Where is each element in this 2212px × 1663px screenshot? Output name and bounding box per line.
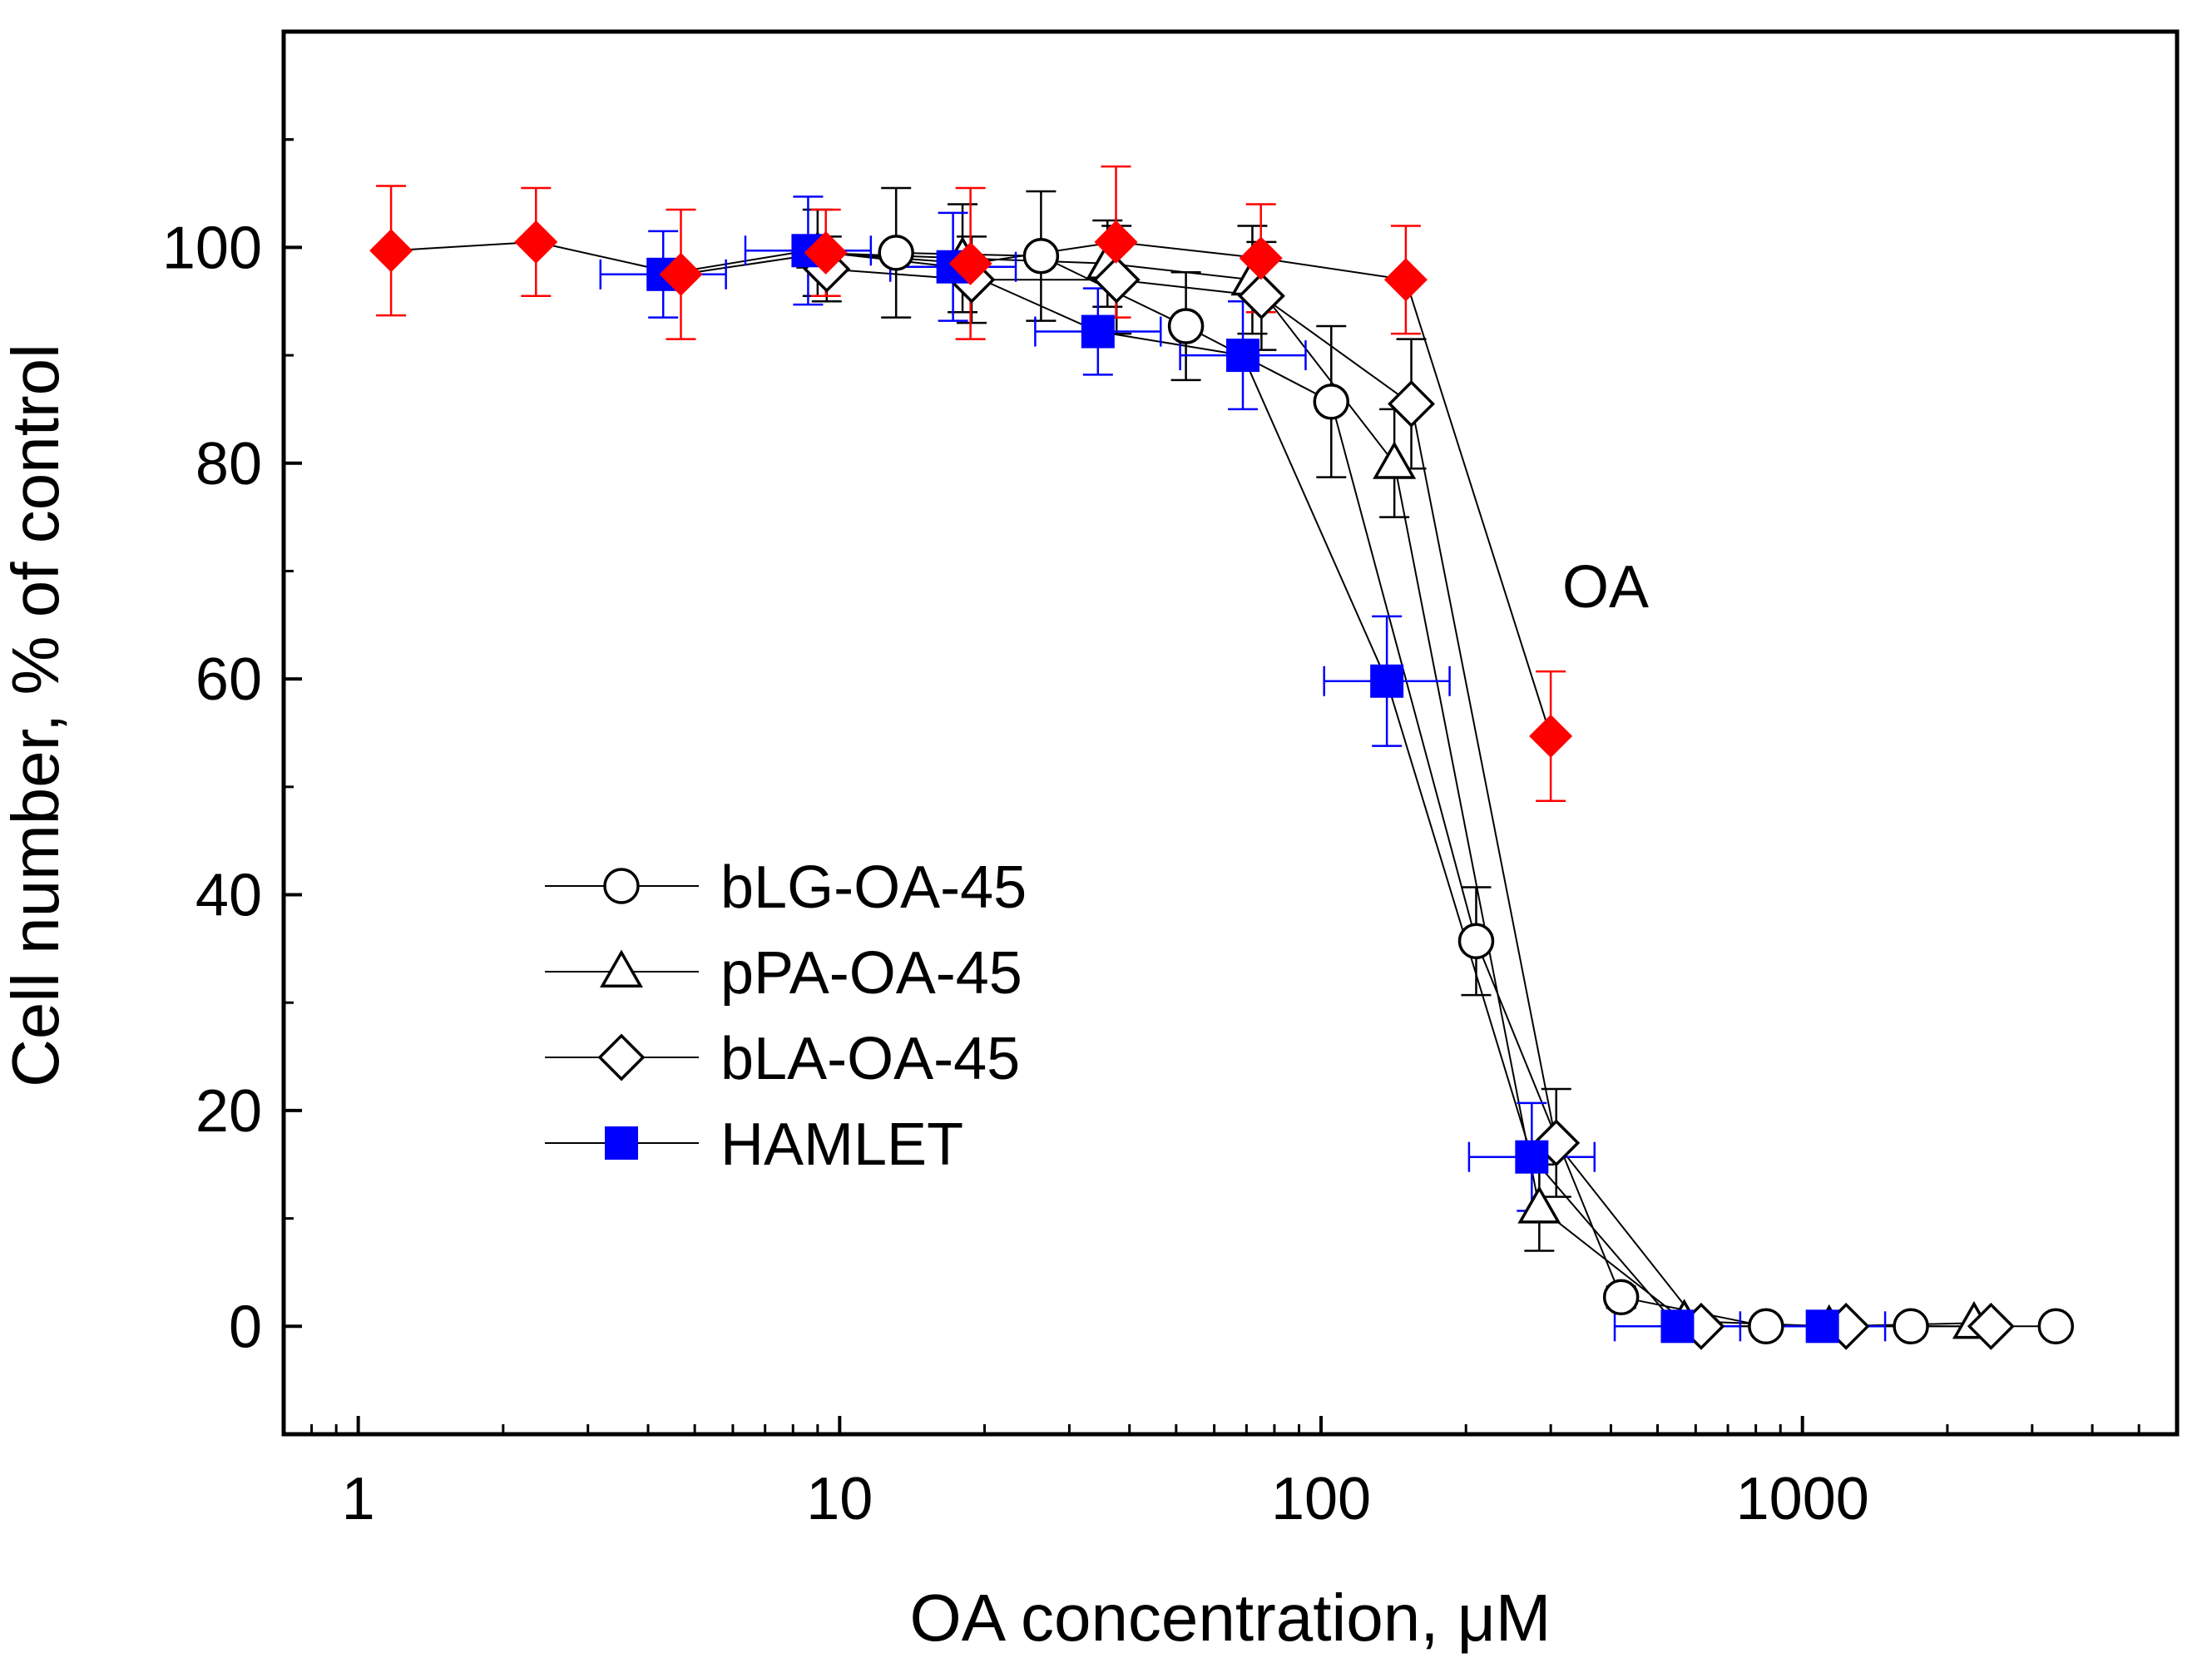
data-point-blg-oa-45 (1893, 1308, 1929, 1345)
data-point-blg-oa-45 (1022, 238, 1060, 275)
data-point-oa (659, 252, 703, 296)
data-point-bla-oa-45 (1092, 255, 1141, 304)
data-point-blg-oa-45 (1602, 1279, 1640, 1316)
y-tick-label: 20 (195, 1078, 262, 1145)
y-tick-label: 100 (162, 215, 262, 281)
data-point-ppa-oa-45 (1517, 1185, 1561, 1224)
data-point-blg-oa-45 (1457, 923, 1495, 960)
data-point-oa (804, 230, 848, 275)
x-tick-label: 100 (1271, 1466, 1371, 1532)
series-line-bla-oa-45 (826, 268, 1992, 1328)
legend-label-hamlet: HAMLET (720, 1111, 963, 1178)
legend-label-bla-oa-45: bLA-OA-45 (720, 1026, 1020, 1092)
data-point-bla-oa-45 (1237, 272, 1285, 320)
y-tick-label: 80 (195, 431, 262, 497)
data-point-oa (1529, 714, 1573, 758)
series-line-ppa-oa-45 (817, 251, 1974, 1328)
errorbars-layer (376, 165, 1887, 1342)
data-point-oa (369, 229, 413, 273)
data-point-oa (514, 220, 558, 264)
data-point-hamlet (1370, 664, 1404, 698)
x-axis-title: OA concentration, μM (910, 1581, 1551, 1655)
legend: bLG-OA-45 pPA-OA-45 bLA-OA-45 HAMLET (545, 854, 1027, 1178)
series-line-blg-oa-45 (896, 251, 2056, 1328)
data-point-hamlet (1081, 314, 1115, 349)
data-point-blg-oa-45 (1313, 384, 1350, 420)
data-point-blg-oa-45 (878, 235, 914, 271)
oa-annotation: OA (1562, 554, 1649, 621)
legend-marker-blg-oa-45 (603, 868, 640, 904)
data-point-hamlet (1515, 1140, 1549, 1174)
data-point-hamlet (1660, 1309, 1695, 1344)
plot-frame (281, 29, 2180, 1437)
data-point-bla-oa-45 (1388, 379, 1436, 428)
legend-marker-ppa-oa-45 (599, 949, 644, 987)
ticks-layer: 0 20 40 60 80 100 1 10 100 1000 (162, 138, 2179, 1532)
y-tick-label: 40 (195, 863, 262, 929)
data-point-bla-oa-45 (1967, 1302, 2015, 1350)
y-axis-title: Cell number, % of control (0, 344, 72, 1087)
y-tick-label: 0 (229, 1294, 262, 1360)
x-tick-label: 1 (342, 1466, 375, 1532)
legend-label-blg-oa-45: bLG-OA-45 (720, 854, 1027, 921)
legend-marker-bla-oa-45 (597, 1033, 646, 1081)
x-tick-label: 10 (806, 1466, 873, 1532)
legend-marker-hamlet (605, 1126, 638, 1160)
data-point-oa (1383, 258, 1428, 302)
data-point-blg-oa-45 (2037, 1308, 2075, 1345)
data-point-oa (1094, 220, 1138, 264)
y-tick-label: 60 (195, 646, 262, 713)
data-point-oa (1239, 236, 1283, 280)
data-point-hamlet (1805, 1309, 1839, 1344)
markers-layer (369, 220, 2075, 1350)
x-tick-label: 1000 (1736, 1466, 1869, 1532)
data-point-blg-oa-45 (1167, 308, 1205, 344)
legend-label-ppa-oa-45: pPA-OA-45 (720, 940, 1022, 1007)
data-point-ppa-oa-45 (1373, 441, 1417, 479)
lines-layer (391, 240, 2056, 1328)
data-point-blg-oa-45 (1748, 1308, 1784, 1345)
data-point-hamlet (1226, 339, 1260, 373)
data-point-oa (948, 241, 992, 285)
